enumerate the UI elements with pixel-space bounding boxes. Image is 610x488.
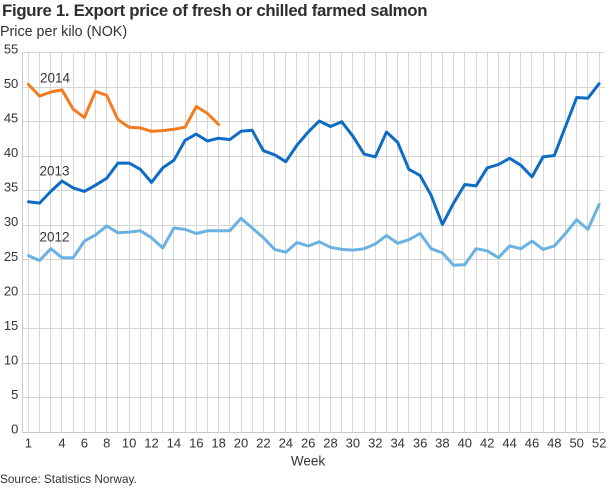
svg-text:52: 52 [592,435,606,450]
svg-text:32: 32 [368,435,382,450]
svg-text:2013: 2013 [40,164,70,179]
svg-text:34: 34 [390,435,404,450]
svg-text:48: 48 [547,435,561,450]
svg-text:6: 6 [81,435,88,450]
svg-text:4: 4 [58,435,65,450]
svg-text:0: 0 [11,421,18,436]
svg-text:30: 30 [346,435,360,450]
svg-text:38: 38 [435,435,449,450]
svg-text:15: 15 [4,318,18,333]
svg-text:12: 12 [144,435,158,450]
svg-text:55: 55 [4,42,18,57]
svg-text:10: 10 [4,352,18,367]
svg-text:50: 50 [569,435,583,450]
svg-text:26: 26 [301,435,315,450]
svg-text:44: 44 [502,435,516,450]
svg-text:20: 20 [4,283,18,298]
svg-text:14: 14 [167,435,181,450]
svg-text:40: 40 [458,435,472,450]
svg-text:46: 46 [525,435,539,450]
svg-text:50: 50 [4,76,18,91]
svg-text:16: 16 [189,435,203,450]
svg-text:18: 18 [211,435,225,450]
svg-text:24: 24 [279,435,293,450]
svg-text:36: 36 [413,435,427,450]
svg-text:30: 30 [4,214,18,229]
svg-text:8: 8 [103,435,110,450]
svg-text:2014: 2014 [40,71,71,86]
svg-text:28: 28 [323,435,337,450]
svg-text:22: 22 [256,435,270,450]
svg-text:10: 10 [122,435,136,450]
svg-text:40: 40 [4,145,18,160]
svg-text:20: 20 [234,435,248,450]
svg-text:2012: 2012 [40,230,70,245]
svg-text:42: 42 [480,435,494,450]
svg-text:5: 5 [11,387,18,402]
svg-text:25: 25 [4,249,18,264]
svg-text:Week: Week [291,454,326,469]
svg-text:45: 45 [4,111,18,126]
svg-text:35: 35 [4,180,18,195]
svg-text:1: 1 [25,435,32,450]
